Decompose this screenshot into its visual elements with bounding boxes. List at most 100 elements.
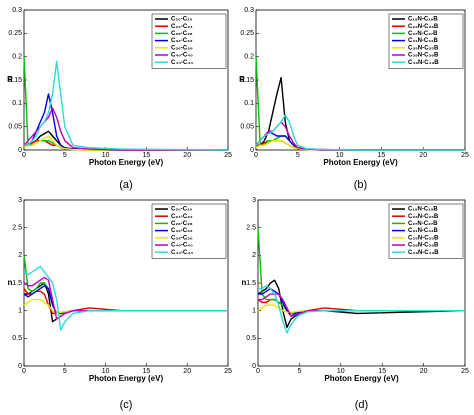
- legend-label: C₂₇N-C₂₇B: [408, 221, 438, 227]
- y-tick-label: 0.25: [240, 30, 254, 37]
- y-tick-label: 0.1: [12, 100, 22, 107]
- legend-label: C₄₄-C₄₄: [171, 250, 193, 256]
- y-tick-label: 2.5: [246, 225, 256, 232]
- panel: 0 0.05 0.1 0.15 0.2 0.25 0.3 0 5 10 15 20 25 Photon E…: [7, 7, 232, 191]
- series-line: [255, 114, 465, 151]
- x-axis-title: Photon Energy (eV): [323, 158, 398, 167]
- y-tick-label: 0.05: [8, 124, 22, 131]
- x-tick-label: 25: [224, 152, 232, 159]
- x-tick-label: 0: [22, 152, 26, 159]
- x-tick-label: 15: [143, 368, 151, 375]
- y-tick-label: 1: [18, 308, 22, 315]
- legend-label: C₃₂-C₃₂: [171, 38, 193, 44]
- legend-label: C₂₈-C₂₈: [171, 31, 193, 37]
- series-line: [24, 93, 228, 151]
- y-tick-label: 2.5: [12, 225, 22, 232]
- legend-box: [151, 13, 227, 69]
- legend-label: C₃₉N-C₃₉B: [408, 243, 439, 249]
- legend-label: C₂₄-C₂₄: [171, 214, 193, 220]
- legend-label: C₂₀-C₂₀: [171, 17, 193, 23]
- panel-caption: (a): [119, 179, 132, 191]
- legend-label: C₃₆-C₃₆: [171, 235, 193, 241]
- legend-label: C₃₅N-C₃₅B: [408, 235, 439, 241]
- series-line: [255, 56, 465, 151]
- legend-label: C₃₁N-C₃₁B: [408, 38, 439, 44]
- series-line: [24, 130, 228, 151]
- series-line: [256, 139, 465, 151]
- series-line: [258, 285, 465, 334]
- legend-label: C₃₆-C₃₆: [171, 45, 193, 51]
- x-tick-label: 10: [102, 368, 110, 375]
- y-tick-label: 0.1: [244, 100, 254, 107]
- x-tick-label: 5: [297, 368, 301, 375]
- series-line: [255, 121, 465, 151]
- legend-label: C₂₈-C₂₈: [171, 221, 193, 227]
- series-line: [23, 276, 228, 320]
- x-tick-label: 20: [183, 368, 191, 375]
- x-tick-label: 20: [420, 368, 428, 375]
- y-tick-label: 2: [18, 252, 22, 259]
- y-tick-label: 3: [252, 197, 256, 204]
- x-axis-title: Photon Energy (eV): [89, 158, 164, 167]
- legend-label: C₂₃N-C₂₃B: [408, 24, 439, 30]
- x-tick-label: 15: [378, 368, 386, 375]
- panel: 0 0.5 1 1.5 2 2.5 3 0 5 10 15 20 25 Photon Energy (eV…: [242, 197, 469, 411]
- y-tick-label: 3: [18, 197, 22, 204]
- legend-label: C₄₃N-C₄₃B: [408, 60, 439, 66]
- y-tick-label: 0.25: [8, 30, 22, 37]
- legend-label: C₁₉N-C₁₉B: [408, 17, 438, 23]
- x-tick-label: 15: [378, 152, 386, 159]
- y-axis-title: n: [8, 278, 13, 287]
- y-tick-label: 0: [18, 363, 22, 370]
- y-tick-label: 0.3: [12, 7, 22, 14]
- y-tick-label: 0.05: [240, 124, 254, 131]
- series-line: [23, 265, 228, 331]
- y-axis-title: R: [239, 75, 245, 84]
- y-tick-label: 0.15: [8, 77, 22, 84]
- x-axis-title: Photon Energy (eV): [89, 374, 164, 383]
- y-axis-title: n: [242, 278, 247, 287]
- series-line: [23, 255, 228, 315]
- y-tick-label: 0: [18, 147, 22, 154]
- legend-label: C₂₇N-C₂₇B: [408, 31, 438, 37]
- x-tick-label: 5: [296, 152, 300, 159]
- x-tick-label: 20: [419, 152, 427, 159]
- x-tick-label: 10: [337, 368, 345, 375]
- panel-caption: (d): [355, 399, 368, 411]
- y-tick-label: 1.5: [246, 280, 256, 287]
- x-tick-label: 25: [461, 368, 469, 375]
- y-axis-title: R: [7, 75, 13, 84]
- y-tick-label: 1.5: [12, 280, 22, 287]
- series-line: [24, 60, 229, 151]
- x-tick-label: 25: [224, 368, 232, 375]
- y-tick-label: 0: [250, 147, 254, 154]
- legend-label: C₃₉N-C₃₉B: [408, 53, 439, 59]
- legend-label: C₄₀-C₄₀: [171, 53, 193, 59]
- legend-label: C₁₉N-C₁₉B: [408, 207, 438, 213]
- y-tick-label: 0.3: [244, 7, 254, 14]
- legend-label: C₃₅N-C₃₅B: [408, 45, 439, 51]
- legend-label: C₃₂-C₃₂: [171, 228, 193, 234]
- panel-caption: (b): [354, 179, 367, 191]
- series-line: [255, 139, 465, 151]
- y-tick-label: 0.2: [244, 54, 254, 61]
- x-axis-title: Photon Energy (eV): [324, 374, 399, 383]
- x-tick-label: 0: [22, 368, 26, 375]
- legend-label: C₄₃N-C₄₃B: [408, 250, 439, 256]
- y-tick-label: 1: [252, 308, 256, 315]
- x-tick-label: 0: [256, 368, 260, 375]
- series-line: [23, 56, 228, 151]
- panel-caption: (c): [120, 399, 133, 411]
- series-line: [257, 279, 466, 328]
- x-tick-label: 5: [63, 152, 67, 159]
- panel: 0 0.5 1 1.5 2 2.5 3 0 5 10 15 20 25 Photon Energy (eV…: [8, 197, 232, 411]
- legend-label: C₄₀-C₄₀: [171, 243, 193, 249]
- panel: 0 0.05 0.1 0.15 0.2 0.25 0.3 0 5 10 15 20 25 Photon E…: [239, 7, 469, 191]
- x-tick-label: 0: [254, 152, 258, 159]
- series-line: [23, 107, 228, 151]
- x-tick-label: 5: [63, 368, 67, 375]
- x-tick-label: 10: [336, 152, 344, 159]
- y-tick-label: 0.2: [12, 54, 22, 61]
- legend-label: C₃₁N-C₃₁B: [408, 228, 439, 234]
